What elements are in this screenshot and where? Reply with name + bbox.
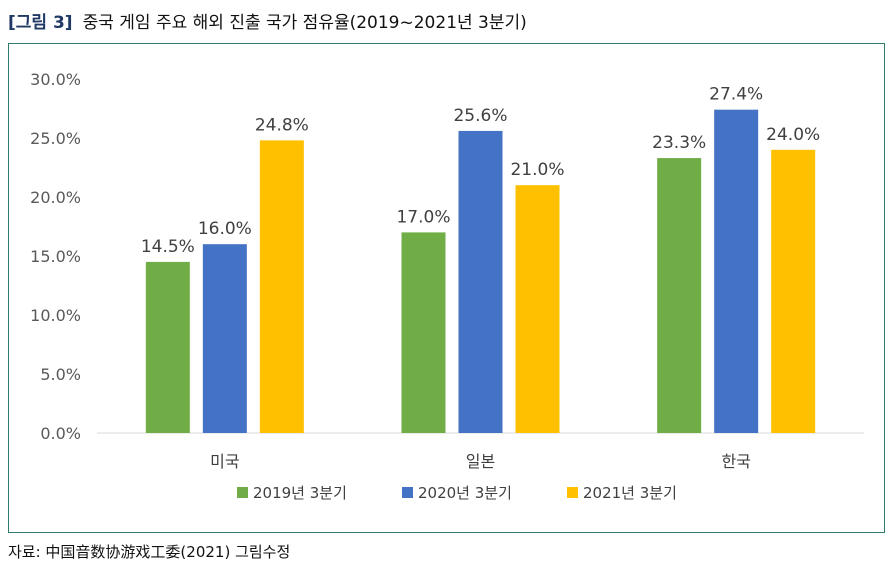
bar: [771, 149, 816, 434]
y-tick-label: 0.0%: [40, 424, 81, 443]
legend-label: 2019년 3분기: [253, 484, 347, 502]
data-label: 16.0%: [198, 219, 252, 239]
figure-title: 중국 게임 주요 해외 진출 국가 점유율(2019~2021년 3분기): [82, 13, 527, 33]
y-tick-label: 15.0%: [30, 247, 81, 266]
data-label: 27.4%: [709, 85, 763, 105]
x-tick-label: 미국: [210, 452, 239, 471]
y-tick-label: 25.0%: [30, 129, 81, 148]
y-tick-label: 5.0%: [40, 365, 81, 384]
legend-swatch: [402, 487, 413, 498]
data-label: 14.5%: [141, 237, 195, 257]
legend-swatch: [567, 487, 578, 498]
bar: [657, 158, 702, 433]
data-label: 17.0%: [396, 207, 450, 227]
bar: [401, 232, 446, 433]
bar: [458, 130, 503, 434]
data-label: 25.6%: [453, 106, 507, 126]
y-tick-label: 20.0%: [30, 188, 81, 207]
legend-swatch: [237, 487, 248, 498]
bar-chart: 0.0% 5.0% 10.0% 15.0% 20.0% 25.0% 30.0% 14.5%16…: [30, 70, 864, 502]
bar: [515, 185, 560, 433]
figure-header: [그림 3] 중국 게임 주요 해외 진출 국가 점유율(2019~2021년 …: [8, 8, 527, 34]
bar: [202, 244, 247, 433]
x-tick-label: 일본: [466, 452, 495, 471]
bar: [259, 140, 304, 434]
bar: [714, 109, 759, 434]
bar: [145, 261, 190, 433]
source-note: 자료: 中国音数协游戏工委(2021) 그림수정: [8, 543, 291, 561]
x-tick-label: 한국: [721, 452, 750, 471]
chart-frame: 0.0% 5.0% 10.0% 15.0% 20.0% 25.0% 30.0% 14.5% 16…: [8, 43, 885, 533]
data-label: 23.3%: [652, 133, 706, 153]
data-label: 24.8%: [255, 115, 309, 135]
y-tick-label: 10.0%: [30, 306, 81, 325]
figure-tag: [그림 3]: [8, 13, 73, 33]
y-tick-label: 30.0%: [30, 70, 81, 89]
data-label: 21.0%: [510, 160, 564, 180]
data-label: 24.0%: [766, 125, 820, 145]
legend-label: 2021년 3분기: [583, 484, 677, 502]
legend-label: 2020년 3분기: [418, 484, 512, 502]
